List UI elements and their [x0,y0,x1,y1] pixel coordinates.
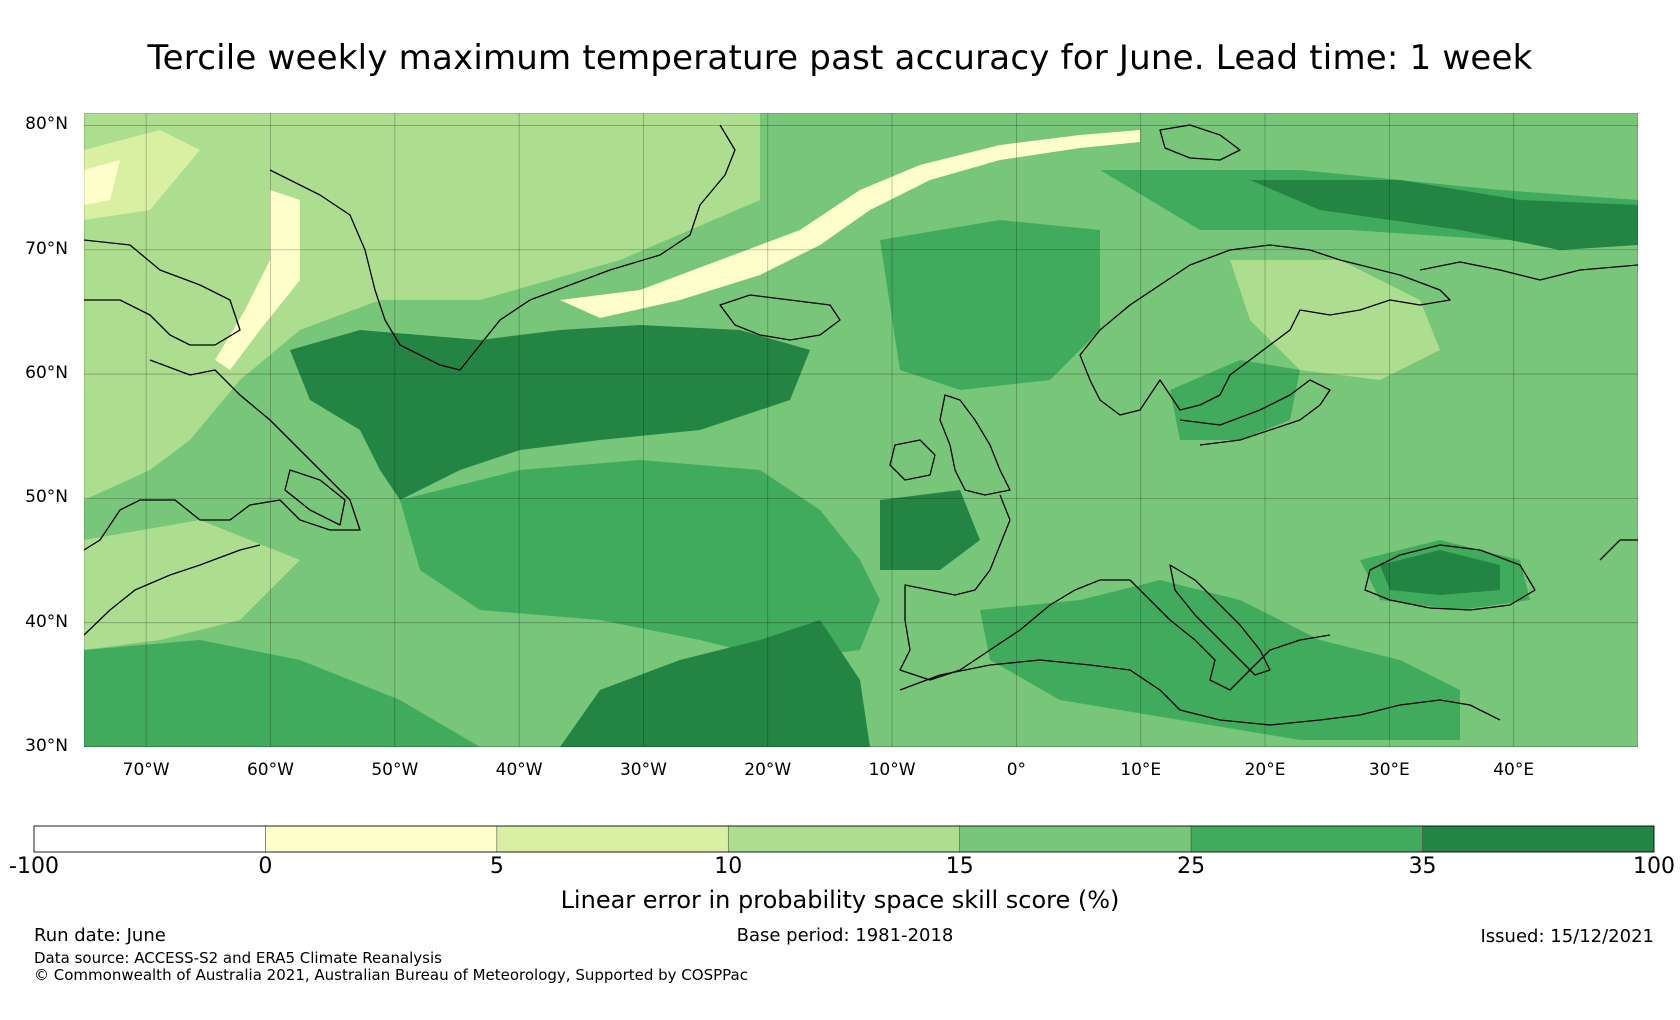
colorbar-tick-label: 35 [1408,854,1437,879]
coastline-north-africa [899,659,1501,726]
skill-region-mediterranean [980,580,1460,740]
copyright: © Commonwealth of Australia 2021, Austra… [34,966,748,984]
longitude-label: 40°E [1493,760,1535,780]
latitude-label: 50°N [25,487,68,508]
base-period: Base period: 1981-2018 [736,925,954,946]
sea-ice-band [560,130,1140,318]
longitude-label: 20°W [744,760,792,780]
longitude-label: 0° [1006,760,1027,780]
coastline-labrador [84,359,361,551]
latitude-label: 40°N [25,611,68,632]
colorbar-title: Linear error in probability space skill … [560,886,1120,914]
skill-region-mid-atlantic [400,460,880,660]
longitude-label: 10°E [1120,760,1162,780]
coastline-newfoundland [284,469,346,526]
sea-ice-band-nw2 [84,160,120,205]
latitude-label: 30°N [25,736,68,756]
colorbar-tick-label: 100 [1633,854,1675,879]
skill-region-high-biscay [880,490,980,570]
colorbar-segment [727,825,961,853]
longitude-label: 40°W [495,760,543,780]
colorbar-segment [496,825,729,853]
coastline-baffin [84,239,241,346]
longitude-label: 30°W [619,760,667,780]
coastline-iceland [719,294,841,341]
data-source: Data source: ACCESS-S2 and ERA5 Climate … [34,949,442,967]
coastline-black-sea [1364,544,1536,611]
skill-region-high-subtropical [560,620,870,747]
coastline-britain [939,394,1011,496]
colorbar-tick-label: -100 [9,854,59,879]
skill-region-baltic [1170,360,1300,440]
longitude-label: 70°W [122,760,170,780]
colorbar [33,825,1655,853]
coastline-greenland [269,124,736,371]
colorbar-segment [265,825,498,853]
colorbar-frame [33,825,1655,853]
coastline-caspian [1599,539,1638,561]
colorbar-tick-label: 0 [258,854,273,879]
colorbar-segment [33,825,266,853]
sea-ice-band-west [215,190,300,370]
colorbar-segment [1422,825,1655,853]
latitude-label: 80°N [25,114,68,135]
coastline-arctic-russia [1419,261,1638,281]
colorbar-tick-label: 15 [945,854,974,879]
sea-ice-band-nw [84,130,200,220]
longitude-label: 10°W [868,760,916,780]
longitude-label: 20°E [1244,760,1286,780]
issued-date: Issued: 15/12/2021 [1480,926,1654,947]
map-title: Tercile weekly maximum temperature past … [147,38,1533,78]
longitude-label: 30°E [1368,760,1410,780]
colorbar-tick-label: 25 [1177,854,1206,879]
skill-region-norwegian-sea [880,220,1100,390]
coastline-scandinavia [1079,244,1451,416]
skill-region-light-west [84,113,760,500]
coastline-baltic [1179,379,1331,446]
coastline-italy [1169,564,1271,676]
skill-region-high-north-atlantic [290,325,810,500]
latitude-label: 70°N [25,238,68,259]
coastline-us-east [84,544,261,636]
colorbar-segment [959,825,1192,853]
colorbar-tick-label: 5 [489,854,504,879]
longitude-label: 50°W [371,760,419,780]
latitude-label: 60°N [25,363,68,384]
coastline-ireland [889,439,936,481]
skill-region-light-scandinavia [1230,260,1440,380]
skill-region-light-northeast [84,520,300,650]
colorbar-tick-label: 10 [714,854,743,879]
skill-region-barents-high [1250,180,1638,250]
skill-region-west-low [84,640,480,747]
colorbar-segment [1190,825,1423,853]
run-date: Run date: June [34,925,166,946]
skill-region-black-sea-high [1380,550,1500,595]
coastline-europe-west [899,494,1331,691]
coastline-svalbard [1159,124,1241,161]
longitude-label: 60°W [246,760,294,780]
